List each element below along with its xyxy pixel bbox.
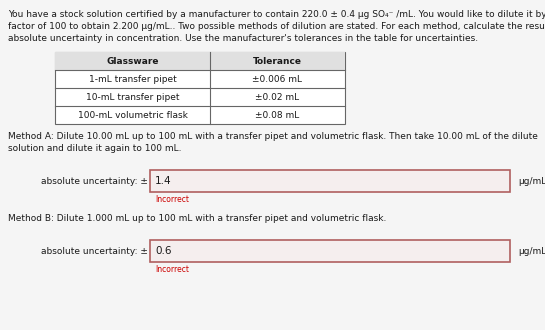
- Text: μg/mL: μg/mL: [518, 247, 545, 255]
- Bar: [55, 52, 345, 124]
- Bar: [150, 240, 510, 262]
- Bar: [150, 170, 510, 192]
- Text: 0.6: 0.6: [155, 246, 172, 256]
- Text: 100-mL volumetric flask: 100-mL volumetric flask: [77, 111, 187, 119]
- Text: 1.4: 1.4: [155, 176, 172, 186]
- Text: Method A: Dilute 10.00 mL up to 100 mL with a transfer pipet and volumetric flas: Method A: Dilute 10.00 mL up to 100 mL w…: [8, 132, 538, 141]
- Text: You have a stock solution certified by a manufacturer to contain 220.0 ± 0.4 μg : You have a stock solution certified by a…: [8, 10, 545, 19]
- Text: Method B: Dilute 1.000 mL up to 100 mL with a transfer pipet and volumetric flas: Method B: Dilute 1.000 mL up to 100 mL w…: [8, 214, 386, 223]
- Text: factor of 100 to obtain 2.200 μg/mL.. Two possible methods of dilution are state: factor of 100 to obtain 2.200 μg/mL.. Tw…: [8, 22, 545, 31]
- Text: absolute uncertainty in concentration. Use the manufacturer's tolerances in the : absolute uncertainty in concentration. U…: [8, 34, 478, 43]
- Text: absolute uncertainty: ±: absolute uncertainty: ±: [41, 177, 148, 185]
- Text: 1-mL transfer pipet: 1-mL transfer pipet: [89, 75, 177, 83]
- Text: Tolerance: Tolerance: [253, 56, 302, 65]
- Text: solution and dilute it again to 100 mL.: solution and dilute it again to 100 mL.: [8, 144, 181, 153]
- Text: Incorrect: Incorrect: [155, 195, 189, 204]
- Text: ±0.08 mL: ±0.08 mL: [256, 111, 300, 119]
- Text: Glassware: Glassware: [106, 56, 159, 65]
- Bar: [55, 52, 345, 70]
- Text: Incorrect: Incorrect: [155, 265, 189, 274]
- Text: 10-mL transfer pipet: 10-mL transfer pipet: [86, 92, 179, 102]
- Text: ±0.02 mL: ±0.02 mL: [256, 92, 300, 102]
- Text: ±0.006 mL: ±0.006 mL: [252, 75, 302, 83]
- Text: absolute uncertainty: ±: absolute uncertainty: ±: [41, 247, 148, 255]
- Text: μg/mL: μg/mL: [518, 177, 545, 185]
